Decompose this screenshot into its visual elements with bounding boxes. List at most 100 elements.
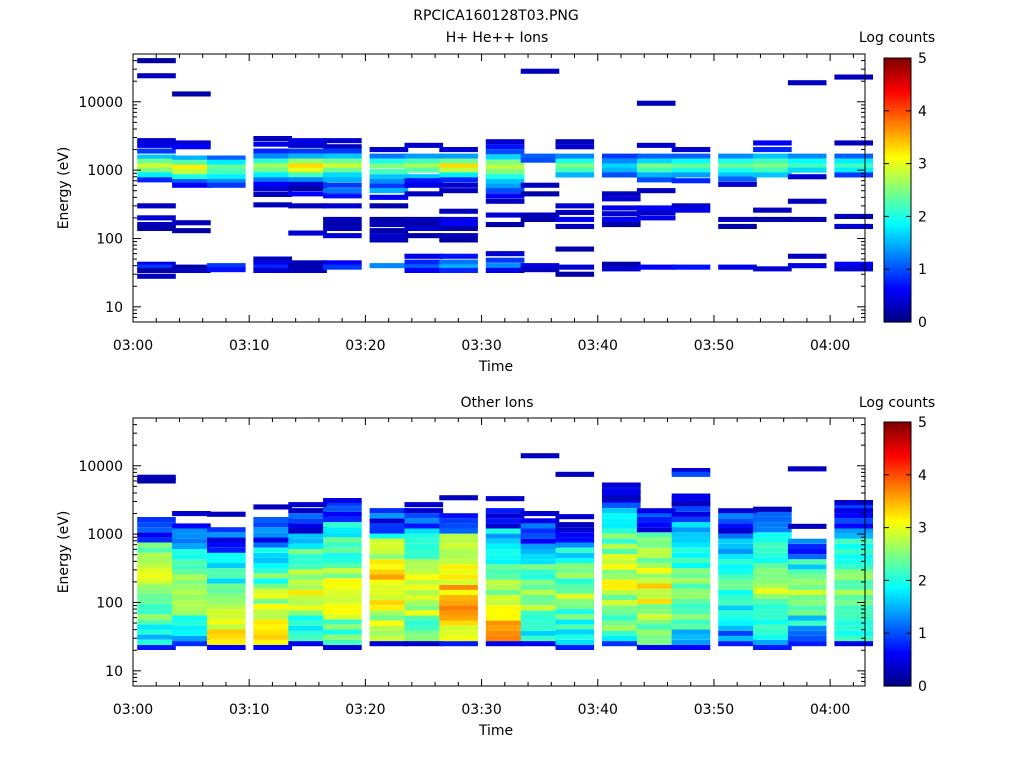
heatmap-cell [520, 523, 560, 529]
heatmap-cell [404, 579, 444, 585]
heatmap-cell [404, 518, 444, 524]
heatmap-cell [602, 496, 641, 502]
heatmap-cell [834, 500, 873, 506]
heatmap-cell [288, 620, 327, 626]
heatmap-cell [253, 264, 292, 270]
heatmap-cell [439, 574, 478, 580]
heatmap-cell [172, 91, 211, 97]
heatmap-cell [323, 193, 362, 199]
colorbar-swatch [884, 77, 911, 81]
heatmap-cell [137, 542, 176, 548]
heatmap-cell [787, 158, 827, 164]
heatmap-cell [369, 508, 409, 514]
heatmap-cell [787, 549, 827, 555]
heatmap-cell [602, 261, 641, 267]
heatmap-cell [172, 559, 211, 565]
heatmap-cell [288, 569, 327, 575]
colorbar-swatch [884, 543, 911, 546]
heatmap-cell [753, 552, 792, 558]
colorbar-swatch [884, 84, 911, 88]
heatmap-cell [753, 568, 792, 574]
colorbar-swatch [884, 628, 911, 632]
heatmap-cell [636, 619, 676, 625]
colorbar-swatch [884, 315, 911, 319]
colorbar-swatch [884, 435, 911, 438]
heatmap-cell [636, 517, 676, 523]
colorbar-frame-2 [883, 421, 912, 687]
heatmap-cell [485, 641, 525, 647]
colorbar-swatch [884, 80, 911, 83]
heatmap-cell [369, 610, 409, 616]
heatmap-cell [555, 563, 595, 569]
colorbar-swatch [884, 187, 911, 191]
plot-title-2: Other Ions [460, 395, 533, 411]
colorbar-tick-label: 5 [918, 51, 927, 67]
heatmap-cell [253, 167, 292, 173]
heatmap-cell [555, 629, 595, 635]
heatmap-cell [207, 542, 246, 548]
heatmap-cell [323, 629, 362, 635]
heatmap-cell [555, 557, 595, 563]
colorbar-swatch [884, 584, 911, 588]
heatmap-cell [520, 191, 560, 197]
heatmap-cell [137, 478, 176, 484]
heatmap-cell [787, 163, 827, 169]
colorbar-swatch [884, 664, 911, 667]
heatmap-cell [636, 583, 676, 589]
colorbar-swatch [884, 600, 911, 603]
heatmap-cell [288, 641, 327, 647]
heatmap-cell [555, 537, 595, 543]
heatmap-cell [253, 158, 292, 164]
heatmap-cell [718, 589, 757, 595]
heatmap-cell [555, 588, 595, 594]
colorbar-swatch [884, 666, 911, 669]
heatmap-cell [439, 569, 478, 575]
colorbar-swatch [884, 620, 911, 623]
heatmap-cell [787, 589, 827, 595]
heatmap-cell [602, 492, 641, 498]
colorbar-label-2: Log counts [859, 395, 935, 411]
heatmap-cell [485, 149, 525, 155]
colorbar-label-1: Log counts [859, 30, 935, 46]
heatmap-cell [172, 589, 211, 595]
colorbar-swatch [884, 137, 911, 140]
colorbar-swatch [884, 306, 911, 310]
heatmap-cell [369, 579, 409, 585]
colorbar-swatch [884, 549, 911, 553]
heatmap-cell [207, 619, 246, 625]
colorbar-tick-label: 3 [918, 521, 927, 537]
heatmap-cell [253, 537, 292, 543]
heatmap-cell [323, 264, 362, 270]
heatmap-cell [323, 511, 362, 517]
heatmap-cell [439, 518, 478, 524]
colorbar-swatch [884, 106, 911, 110]
heatmap-cell [555, 547, 595, 553]
colorbar-swatch [884, 269, 911, 272]
heatmap-cell [602, 216, 641, 222]
heatmap-cell [636, 563, 676, 569]
heatmap-cell [288, 528, 327, 534]
heatmap-cell [671, 619, 711, 625]
heatmap-cell [636, 142, 676, 148]
heatmap-cell [555, 514, 595, 520]
colorbar-swatch [884, 295, 911, 299]
heatmap-cell [323, 588, 362, 594]
heatmap-cell [404, 225, 444, 231]
heatmap-cell [520, 68, 560, 74]
heatmap-cell [288, 615, 327, 621]
heatmap-cell [787, 610, 827, 616]
heatmap-cell [439, 559, 478, 565]
colorbar-swatch [884, 677, 911, 680]
colorbar-swatch [884, 198, 911, 202]
heatmap-cell [636, 172, 676, 178]
heatmap-cell [834, 549, 873, 555]
colorbar-swatch [884, 185, 911, 189]
heatmap-cell [555, 167, 595, 173]
heatmap-cell [555, 593, 595, 599]
plot-panel-2: 03:00 03:10 03:20 03:30 03:40 03:50 04:00 1010… [56, 395, 935, 739]
heatmap-cell [834, 615, 873, 621]
heatmap-cell [288, 584, 327, 590]
colorbar-swatch [884, 249, 911, 253]
heatmap-cell [485, 584, 525, 590]
heatmap-cell [439, 208, 478, 214]
